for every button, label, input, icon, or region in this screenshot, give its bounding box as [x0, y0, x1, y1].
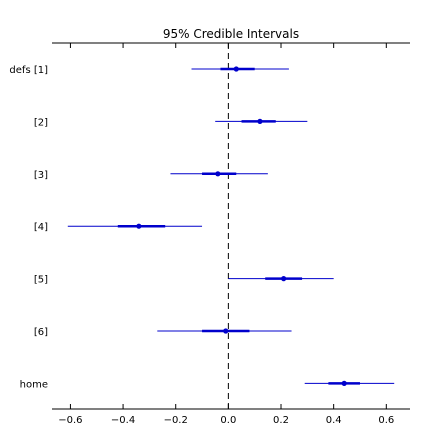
chart-title: 95% Credible Intervals: [163, 27, 299, 41]
mean-point: [215, 171, 221, 177]
mean-point: [233, 66, 239, 72]
x-tick-label: −0.4: [111, 415, 135, 426]
row-label: defs [1]: [9, 65, 48, 76]
mean-point: [136, 223, 142, 229]
row-label: [3]: [34, 170, 48, 181]
interval-marks: [67, 66, 395, 386]
row-label: [6]: [34, 327, 48, 338]
x-tick-label: 0.4: [326, 415, 342, 426]
row-label: [5]: [34, 275, 48, 286]
x-tick-label: −0.6: [58, 415, 82, 426]
mean-point: [223, 328, 229, 334]
x-tick-label: 0.2: [273, 415, 289, 426]
mean-point: [281, 276, 287, 282]
row-labels: defs [1] [2] [3] [4] [5] [6] home: [9, 65, 48, 390]
row-label: home: [20, 379, 48, 390]
row-label: [2]: [34, 117, 48, 128]
x-tick-label: 0.6: [378, 415, 394, 426]
x-tick-label: 0.0: [220, 415, 236, 426]
row-label: [4]: [34, 222, 48, 233]
mean-point: [257, 118, 263, 124]
x-tick-label: −0.2: [164, 415, 188, 426]
mean-point: [341, 380, 347, 386]
x-axis-ticks: −0.6 −0.4 −0.2 0.0 0.2 0.4 0.6: [58, 43, 394, 426]
